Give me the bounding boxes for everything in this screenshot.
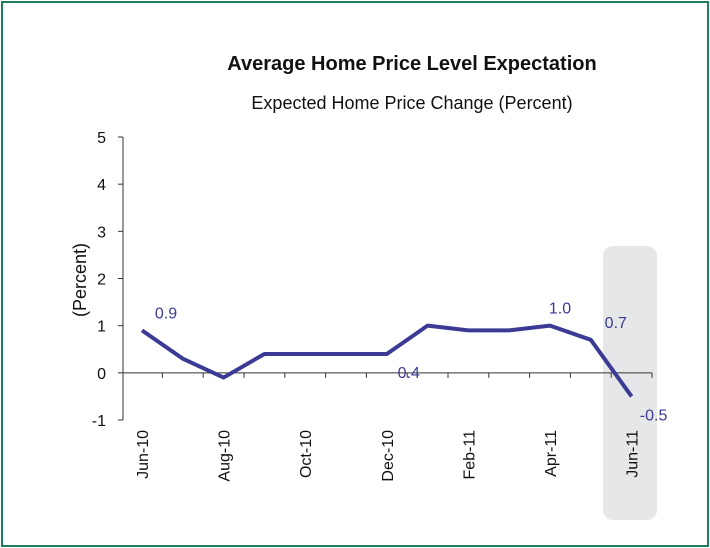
y-tick-label: -1 (92, 413, 106, 430)
y-tick-label: 0 (97, 366, 106, 383)
y-tick-label: 2 (97, 272, 106, 289)
data-label: 0.7 (605, 315, 627, 332)
y-tick-label: 5 (97, 130, 106, 147)
data-label: 1.0 (549, 301, 571, 318)
y-tick-label: 4 (97, 177, 106, 194)
data-label: 0.4 (398, 365, 420, 382)
x-tick-label: Jun-10 (135, 430, 152, 479)
data-label: 0.9 (155, 305, 177, 322)
highlight (603, 246, 657, 520)
line-series (140, 323, 634, 398)
x-tick-label: Apr-11 (543, 430, 560, 477)
y-axis-label: (Percent) (70, 243, 90, 317)
x-tick-label: Jun-11 (625, 430, 642, 478)
x-tick-label: Oct-10 (298, 430, 315, 478)
x-tick-label: Dec-10 (380, 430, 397, 482)
chart-title: Average Home Price Level Expectation (227, 53, 596, 75)
chart-subtitle: Expected Home Price Change (Percent) (251, 93, 572, 113)
y-tick-label: 1 (97, 319, 106, 336)
x-tick-label: Feb-11 (461, 430, 478, 480)
y-tick-label: 3 (97, 224, 106, 241)
data-label: -0.5 (640, 407, 668, 424)
x-tick-label: Aug-10 (217, 430, 234, 482)
